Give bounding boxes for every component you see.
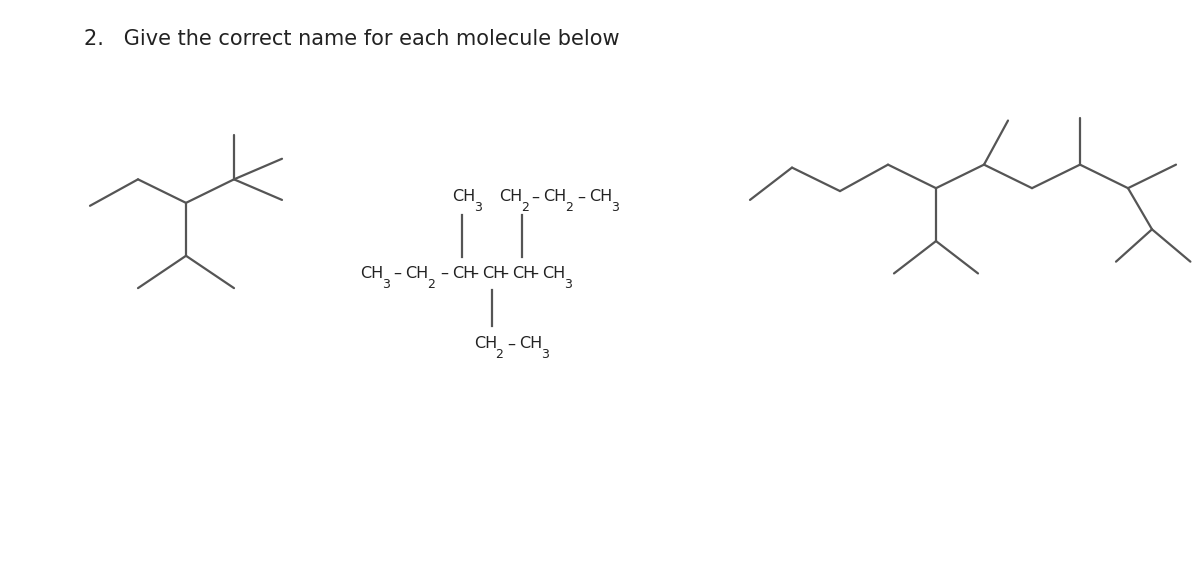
Text: CH: CH [482,266,505,281]
Text: 2: 2 [496,348,504,361]
Text: CH: CH [589,189,612,205]
Text: CH: CH [474,336,497,352]
Text: CH: CH [544,189,566,205]
Text: CH: CH [499,189,522,205]
Text: –: – [500,266,509,281]
Text: –: – [394,266,402,281]
Text: CH: CH [520,336,542,352]
Text: 3: 3 [382,278,390,290]
Text: CH: CH [452,189,475,205]
Text: CH: CH [406,266,428,281]
Text: 3: 3 [611,201,619,214]
Text: –: – [470,266,479,281]
Text: 2.   Give the correct name for each molecule below: 2. Give the correct name for each molecu… [84,29,619,49]
Text: CH: CH [512,266,535,281]
Text: 2: 2 [427,278,436,290]
Text: –: – [532,189,540,205]
Text: –: – [530,266,539,281]
Text: –: – [508,336,516,352]
Text: 3: 3 [541,348,550,361]
Text: 2: 2 [521,201,529,214]
Text: –: – [577,189,586,205]
Text: 2: 2 [565,201,574,214]
Text: –: – [440,266,449,281]
Text: CH: CH [360,266,383,281]
Text: CH: CH [452,266,475,281]
Text: CH: CH [542,266,565,281]
Text: 3: 3 [474,201,482,214]
Text: 3: 3 [564,278,572,290]
